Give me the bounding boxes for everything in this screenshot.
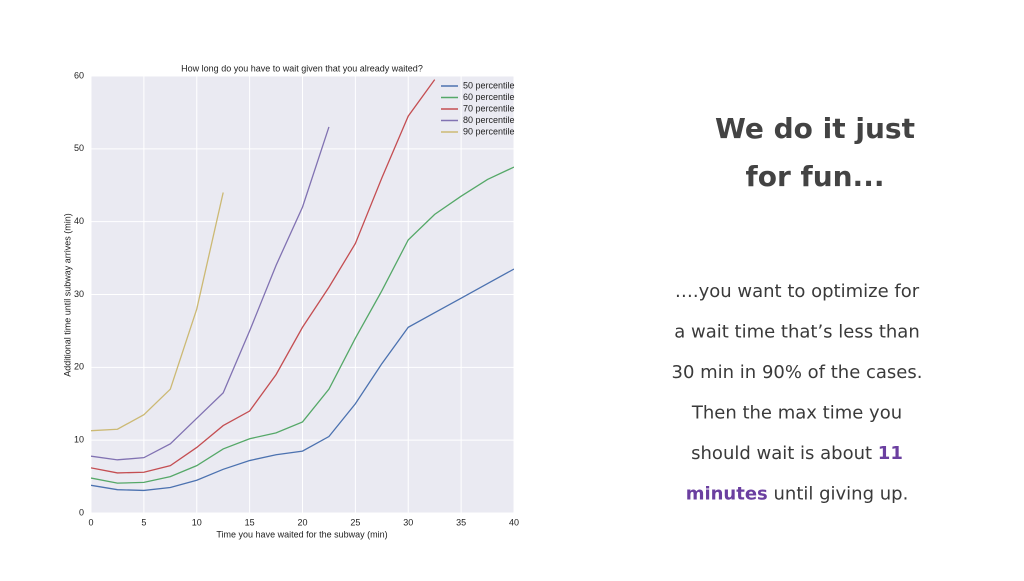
series-line xyxy=(91,79,436,474)
highlight-text: minutes xyxy=(686,484,768,505)
y-tick-label: 20 xyxy=(74,362,84,372)
body-text: 30 min in 90% of the cases. xyxy=(672,362,923,383)
x-tick-label: 25 xyxy=(350,517,360,527)
series-line xyxy=(91,268,514,492)
series-line xyxy=(91,166,514,484)
x-tick-label: 0 xyxy=(88,517,93,527)
x-tick-label: 5 xyxy=(141,517,146,527)
series-line xyxy=(91,192,224,432)
x-axis-label: Time you have waited for the subway (min… xyxy=(216,529,387,539)
body-text: Then the max time you xyxy=(691,403,902,424)
x-tick-label: 10 xyxy=(192,517,202,527)
body-span: should wait is about xyxy=(691,443,878,464)
body-text: ….you want to optimize for xyxy=(675,281,920,302)
y-axis-label: Additional time until subway arrives (mi… xyxy=(62,213,72,377)
body-text: minutes until giving up. xyxy=(686,484,909,505)
x-tick-label: 15 xyxy=(245,517,255,527)
y-tick-label: 10 xyxy=(74,435,84,445)
x-tick-label: 30 xyxy=(403,517,413,527)
y-tick-label: 50 xyxy=(74,143,84,153)
chart-title: How long do you have to wait given that … xyxy=(181,63,423,73)
x-tick-label: 20 xyxy=(297,517,307,527)
body-text: should wait is about 11 xyxy=(691,443,903,464)
y-tick-label: 40 xyxy=(74,216,84,226)
body-text: a wait time that’s less than xyxy=(674,322,920,343)
body-span: a wait time that’s less than xyxy=(674,322,920,343)
body-span: Then the max time you xyxy=(691,403,902,424)
legend-label: 90 percentile xyxy=(463,126,515,136)
heading: for fun... xyxy=(746,160,885,193)
x-tick-label: 35 xyxy=(456,517,466,527)
legend-label: 50 percentile xyxy=(463,80,515,90)
y-tick-label: 30 xyxy=(74,289,84,299)
legend-label: 60 percentile xyxy=(463,92,515,102)
x-tick-label: 40 xyxy=(509,517,519,527)
highlight-text: 11 xyxy=(878,443,903,464)
series-line xyxy=(91,126,330,461)
heading: We do it just xyxy=(715,112,915,145)
y-tick-label: 0 xyxy=(79,507,84,517)
legend-label: 80 percentile xyxy=(463,115,515,125)
y-tick-label: 60 xyxy=(74,70,84,80)
body-span: ….you want to optimize for xyxy=(675,281,920,302)
legend-label: 70 percentile xyxy=(463,103,515,113)
body-span: 30 min in 90% of the cases. xyxy=(672,362,923,383)
body-span: until giving up. xyxy=(768,484,909,505)
